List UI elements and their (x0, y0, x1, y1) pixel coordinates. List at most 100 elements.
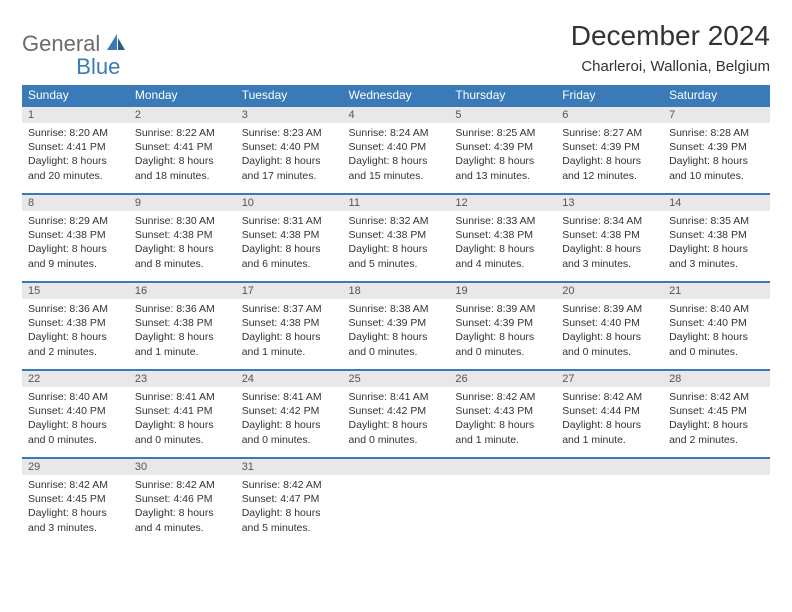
day-body: Sunrise: 8:42 AMSunset: 4:45 PMDaylight:… (663, 387, 770, 453)
daylight-text: Daylight: 8 hours (669, 154, 764, 168)
calendar-cell: 22Sunrise: 8:40 AMSunset: 4:40 PMDayligh… (22, 369, 129, 457)
day-body: Sunrise: 8:30 AMSunset: 4:38 PMDaylight:… (129, 211, 236, 277)
day-body: Sunrise: 8:22 AMSunset: 4:41 PMDaylight:… (129, 123, 236, 189)
day-number: 28 (663, 369, 770, 387)
day-number: 25 (343, 369, 450, 387)
day-body: Sunrise: 8:39 AMSunset: 4:40 PMDaylight:… (556, 299, 663, 365)
day-body: Sunrise: 8:36 AMSunset: 4:38 PMDaylight:… (22, 299, 129, 365)
sunset-text: Sunset: 4:38 PM (28, 316, 123, 330)
sunset-text: Sunset: 4:42 PM (349, 404, 444, 418)
day-number (449, 457, 556, 475)
calendar-cell: 13Sunrise: 8:34 AMSunset: 4:38 PMDayligh… (556, 193, 663, 281)
sunset-text: Sunset: 4:40 PM (669, 316, 764, 330)
day-body: Sunrise: 8:24 AMSunset: 4:40 PMDaylight:… (343, 123, 450, 189)
sunrise-text: Sunrise: 8:28 AM (669, 126, 764, 140)
daylight-text: and 5 minutes. (349, 257, 444, 271)
day-number: 16 (129, 281, 236, 299)
calendar-row: 15Sunrise: 8:36 AMSunset: 4:38 PMDayligh… (22, 281, 770, 369)
calendar-cell (556, 457, 663, 545)
sunrise-text: Sunrise: 8:33 AM (455, 214, 550, 228)
sunrise-text: Sunrise: 8:42 AM (455, 390, 550, 404)
daylight-text: and 9 minutes. (28, 257, 123, 271)
day-body: Sunrise: 8:40 AMSunset: 4:40 PMDaylight:… (22, 387, 129, 453)
sunset-text: Sunset: 4:41 PM (135, 140, 230, 154)
sunrise-text: Sunrise: 8:30 AM (135, 214, 230, 228)
sunrise-text: Sunrise: 8:35 AM (669, 214, 764, 228)
daylight-text: and 0 minutes. (135, 433, 230, 447)
sunrise-text: Sunrise: 8:41 AM (349, 390, 444, 404)
sunrise-text: Sunrise: 8:23 AM (242, 126, 337, 140)
day-number: 10 (236, 193, 343, 211)
sunrise-text: Sunrise: 8:36 AM (135, 302, 230, 316)
calendar-cell: 2Sunrise: 8:22 AMSunset: 4:41 PMDaylight… (129, 105, 236, 193)
sunset-text: Sunset: 4:45 PM (669, 404, 764, 418)
day-body: Sunrise: 8:29 AMSunset: 4:38 PMDaylight:… (22, 211, 129, 277)
sunset-text: Sunset: 4:38 PM (135, 316, 230, 330)
day-body: Sunrise: 8:42 AMSunset: 4:45 PMDaylight:… (22, 475, 129, 541)
daylight-text: Daylight: 8 hours (669, 330, 764, 344)
daylight-text: Daylight: 8 hours (455, 418, 550, 432)
day-body: Sunrise: 8:42 AMSunset: 4:47 PMDaylight:… (236, 475, 343, 541)
sunset-text: Sunset: 4:39 PM (562, 140, 657, 154)
daylight-text: and 0 minutes. (562, 345, 657, 359)
daylight-text: Daylight: 8 hours (135, 242, 230, 256)
calendar-table: Sunday Monday Tuesday Wednesday Thursday… (22, 85, 770, 545)
daylight-text: Daylight: 8 hours (349, 242, 444, 256)
daylight-text: and 3 minutes. (562, 257, 657, 271)
day-body: Sunrise: 8:40 AMSunset: 4:40 PMDaylight:… (663, 299, 770, 365)
sunset-text: Sunset: 4:46 PM (135, 492, 230, 506)
day-header: Monday (129, 85, 236, 105)
header: General Blue December 2024 Charleroi, Wa… (22, 20, 770, 75)
day-number: 30 (129, 457, 236, 475)
daylight-text: and 0 minutes. (455, 345, 550, 359)
calendar-cell: 27Sunrise: 8:42 AMSunset: 4:44 PMDayligh… (556, 369, 663, 457)
sunrise-text: Sunrise: 8:39 AM (455, 302, 550, 316)
day-body: Sunrise: 8:27 AMSunset: 4:39 PMDaylight:… (556, 123, 663, 189)
sunset-text: Sunset: 4:41 PM (28, 140, 123, 154)
daylight-text: and 4 minutes. (455, 257, 550, 271)
calendar-cell: 21Sunrise: 8:40 AMSunset: 4:40 PMDayligh… (663, 281, 770, 369)
calendar-cell: 14Sunrise: 8:35 AMSunset: 4:38 PMDayligh… (663, 193, 770, 281)
sunrise-text: Sunrise: 8:24 AM (349, 126, 444, 140)
daylight-text: and 20 minutes. (28, 169, 123, 183)
day-number: 11 (343, 193, 450, 211)
daylight-text: Daylight: 8 hours (242, 154, 337, 168)
daylight-text: Daylight: 8 hours (28, 418, 123, 432)
day-body: Sunrise: 8:35 AMSunset: 4:38 PMDaylight:… (663, 211, 770, 277)
daylight-text: Daylight: 8 hours (669, 418, 764, 432)
calendar-cell: 29Sunrise: 8:42 AMSunset: 4:45 PMDayligh… (22, 457, 129, 545)
daylight-text: and 6 minutes. (242, 257, 337, 271)
day-body: Sunrise: 8:33 AMSunset: 4:38 PMDaylight:… (449, 211, 556, 277)
daylight-text: and 0 minutes. (28, 433, 123, 447)
day-body: Sunrise: 8:42 AMSunset: 4:46 PMDaylight:… (129, 475, 236, 541)
sunset-text: Sunset: 4:39 PM (455, 140, 550, 154)
daylight-text: Daylight: 8 hours (28, 330, 123, 344)
sunset-text: Sunset: 4:41 PM (135, 404, 230, 418)
sunset-text: Sunset: 4:44 PM (562, 404, 657, 418)
sunrise-text: Sunrise: 8:37 AM (242, 302, 337, 316)
sunrise-text: Sunrise: 8:32 AM (349, 214, 444, 228)
day-number (663, 457, 770, 475)
sunrise-text: Sunrise: 8:42 AM (135, 478, 230, 492)
day-number: 15 (22, 281, 129, 299)
sunrise-text: Sunrise: 8:42 AM (242, 478, 337, 492)
day-number: 4 (343, 105, 450, 123)
daylight-text: and 15 minutes. (349, 169, 444, 183)
sunrise-text: Sunrise: 8:42 AM (562, 390, 657, 404)
calendar-cell: 4Sunrise: 8:24 AMSunset: 4:40 PMDaylight… (343, 105, 450, 193)
day-number: 27 (556, 369, 663, 387)
sunset-text: Sunset: 4:39 PM (349, 316, 444, 330)
day-number: 24 (236, 369, 343, 387)
sunset-text: Sunset: 4:38 PM (242, 316, 337, 330)
day-header: Saturday (663, 85, 770, 105)
daylight-text: and 0 minutes. (349, 433, 444, 447)
day-body: Sunrise: 8:42 AMSunset: 4:43 PMDaylight:… (449, 387, 556, 453)
daylight-text: Daylight: 8 hours (135, 330, 230, 344)
day-number: 31 (236, 457, 343, 475)
day-header: Wednesday (343, 85, 450, 105)
day-number: 9 (129, 193, 236, 211)
calendar-cell: 24Sunrise: 8:41 AMSunset: 4:42 PMDayligh… (236, 369, 343, 457)
day-number: 21 (663, 281, 770, 299)
day-body (663, 475, 770, 484)
sunrise-text: Sunrise: 8:27 AM (562, 126, 657, 140)
